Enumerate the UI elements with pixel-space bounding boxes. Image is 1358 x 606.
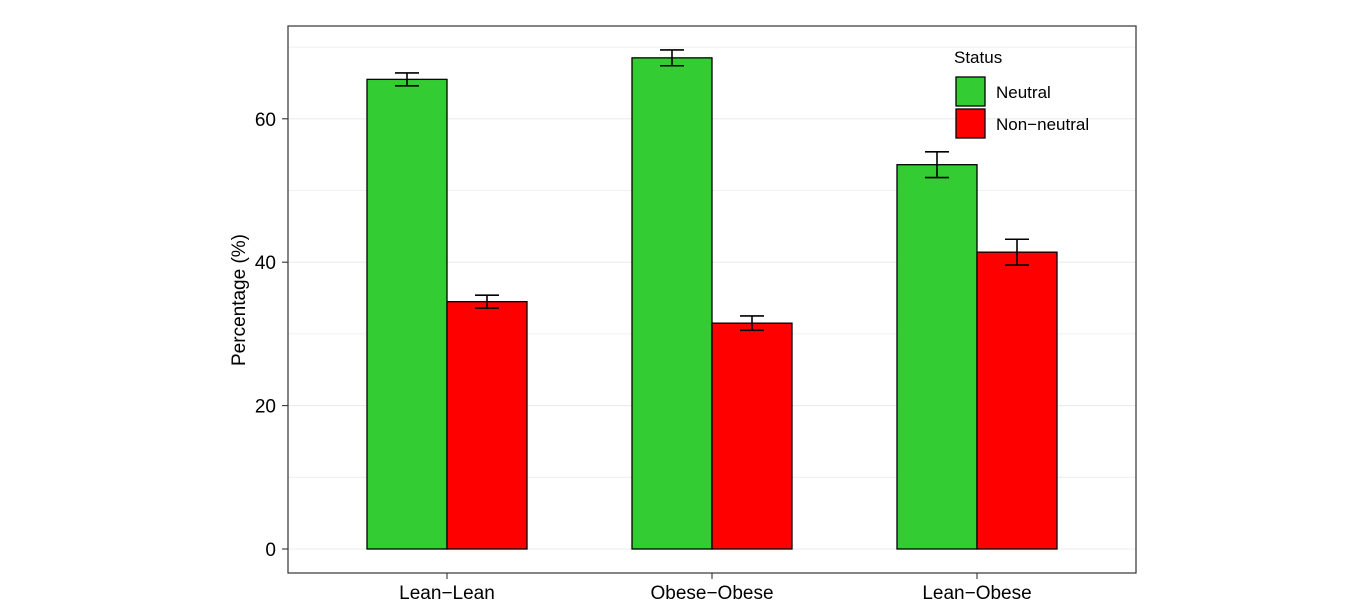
error-bar xyxy=(475,294,499,309)
bars xyxy=(366,57,1058,550)
bar xyxy=(446,300,528,550)
y-tick-label: 40 xyxy=(255,253,276,274)
x-axis: Lean−Lean Obese−Obese Lean−Obese xyxy=(399,573,1032,604)
error-bar xyxy=(740,315,764,332)
bar xyxy=(631,57,713,550)
legend-label: Neutral xyxy=(996,83,1051,102)
bar xyxy=(896,164,978,550)
x-tick-label: Lean−Lean xyxy=(399,583,495,604)
legend: Status Neutral Non−neutral xyxy=(954,48,1089,139)
y-tick-label: 20 xyxy=(255,397,276,418)
error-bars xyxy=(395,49,1029,332)
y-axis-title: Percentage (%) xyxy=(229,234,250,366)
bar xyxy=(366,78,448,550)
legend-key xyxy=(955,76,986,107)
x-tick-label: Obese−Obese xyxy=(650,583,773,604)
bar xyxy=(711,322,793,550)
x-tick-label: Lean−Obese xyxy=(922,583,1031,604)
error-bar xyxy=(660,49,684,67)
legend-label: Non−neutral xyxy=(996,115,1089,134)
legend-key xyxy=(955,108,986,139)
y-axis: 0 20 40 60 xyxy=(255,110,288,561)
error-bar xyxy=(1005,238,1029,266)
bar xyxy=(976,251,1058,550)
y-tick-label: 60 xyxy=(255,110,276,131)
y-tick-label: 0 xyxy=(265,540,276,561)
error-bar xyxy=(395,72,419,87)
error-bar xyxy=(925,150,949,179)
legend-title: Status xyxy=(954,48,1002,67)
